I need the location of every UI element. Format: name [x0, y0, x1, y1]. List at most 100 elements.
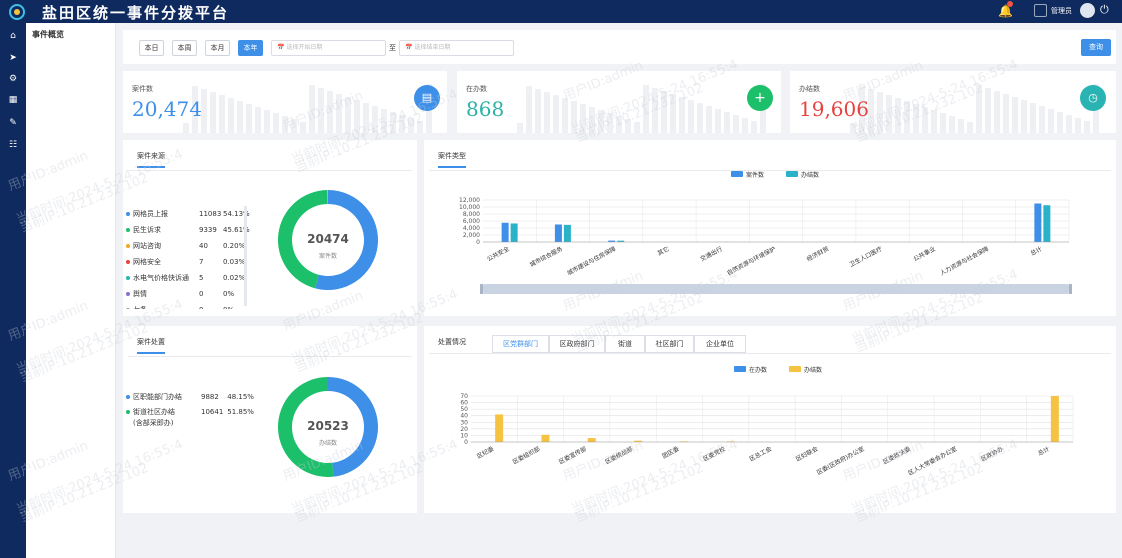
bar: [634, 440, 643, 442]
decor-bar: [246, 104, 252, 133]
divider: [128, 170, 412, 171]
sidebar: 事件概览: [26, 23, 116, 558]
decor-bar: [580, 104, 586, 133]
filter-year-button[interactable]: 本年: [238, 40, 263, 56]
org-chart-icon[interactable]: ☷: [8, 140, 18, 150]
legend-dot: [126, 212, 130, 216]
bar: [1043, 205, 1051, 242]
donut-total: 20523: [307, 419, 349, 433]
donut-slice: [277, 377, 334, 477]
decor-bar: [1039, 106, 1045, 133]
decorative-bars: [517, 84, 766, 133]
bell-icon[interactable]: 🔔: [998, 4, 1013, 18]
x-tick-label: 公共事业: [912, 245, 937, 263]
legend-swatch: [789, 366, 801, 372]
decor-bar: [922, 107, 928, 133]
legend-dot: [126, 308, 130, 309]
decorative-bars: [183, 84, 432, 133]
x-tick-label: 区委统战部: [604, 445, 634, 466]
decor-bar: [553, 95, 559, 133]
x-tick-label: 区委(区政府)办公室: [815, 445, 865, 477]
gear-icon[interactable]: ⚙: [8, 74, 18, 84]
donut-total-label: 办结数: [318, 440, 337, 447]
decor-bar: [390, 112, 396, 133]
decor-bar: [949, 116, 955, 133]
start-date-placeholder: 选择开始日期: [286, 44, 323, 51]
legend-count: 0: [199, 290, 204, 298]
decor-bar: [381, 109, 387, 133]
bar: [1050, 396, 1059, 442]
donut-slice: [327, 190, 328, 205]
decor-bar: [517, 123, 523, 133]
x-tick-label: 总计: [1036, 445, 1050, 458]
tab-type[interactable]: 案件类型: [438, 151, 466, 168]
tab-source[interactable]: 案件来源: [137, 151, 165, 168]
legend-name: 七条: [133, 305, 199, 309]
legend-dot: [126, 292, 130, 296]
calendar-icon[interactable]: ▦: [8, 95, 18, 105]
y-tick-label: 10,000: [459, 204, 480, 211]
user-name[interactable]: 管理员: [1051, 7, 1072, 15]
filter-week-button[interactable]: 本周: [172, 40, 197, 56]
user-card-icon[interactable]: [1034, 4, 1047, 17]
subtab-gov[interactable]: 区政府部门: [549, 335, 605, 353]
filter-today-button[interactable]: 本日: [139, 40, 164, 56]
x-tick-label: 区妇联会: [794, 445, 819, 463]
subtab-community[interactable]: 社区部门: [645, 335, 694, 353]
stat-card-cases: 案件数 20,474 ▤: [123, 71, 447, 133]
avatar[interactable]: [1080, 3, 1095, 18]
power-icon[interactable]: ⏻: [1100, 3, 1109, 16]
decor-bar: [192, 86, 198, 133]
legend-dot: [126, 244, 130, 248]
stat-card-inprogress: 在办数 868 +: [457, 71, 781, 133]
legend-scrollbar[interactable]: [244, 206, 247, 306]
sidebar-item-overview[interactable]: 事件概览: [32, 30, 64, 39]
x-tick-label: 区委宣传部: [557, 445, 587, 466]
home-icon[interactable]: ⌂: [10, 31, 16, 41]
legend-item: 舆情 0 0%: [126, 289, 234, 299]
filter-month-button[interactable]: 本月: [205, 40, 230, 56]
query-button[interactable]: 查询: [1081, 39, 1111, 56]
subtab-party[interactable]: 区党群部门: [492, 335, 549, 353]
tab-status[interactable]: 处置情况: [438, 338, 466, 346]
bar: [608, 240, 616, 242]
start-date-input[interactable]: 📅 选择开始日期: [271, 40, 386, 56]
decor-bar: [1030, 103, 1036, 133]
legend-pct: 0%: [223, 290, 235, 298]
x-tick-label: 区纪委: [475, 445, 495, 461]
decor-bar: [228, 98, 234, 133]
decor-bar: [417, 121, 423, 133]
app-title: 盐田区统一事件分拨平台: [42, 4, 230, 22]
legend-name: 民生诉求: [133, 226, 161, 234]
bar: [617, 240, 625, 242]
decor-bar: [1084, 121, 1090, 133]
stat-label: 案件数: [132, 85, 153, 93]
decor-bar: [1075, 118, 1081, 133]
send-icon[interactable]: ➤: [9, 53, 17, 63]
decor-bar: [679, 97, 685, 133]
date-separator: 至: [389, 44, 396, 52]
decor-bar: [327, 91, 333, 133]
decor-bar: [886, 95, 892, 133]
donut-slice: [328, 377, 378, 477]
subtab-street[interactable]: 街道: [605, 335, 645, 353]
legend-dot: [126, 395, 130, 399]
legend-dot: [126, 410, 130, 414]
edit-icon[interactable]: ✎: [9, 118, 17, 128]
decor-bar: [859, 86, 865, 133]
bar: [541, 434, 550, 442]
decor-bar: [526, 86, 532, 133]
decor-bar: [607, 113, 613, 133]
decor-bar: [697, 103, 703, 133]
x-tick-label: 自然资源与环境保护: [725, 245, 776, 277]
decor-bar: [237, 101, 243, 133]
legend-dot: [126, 228, 130, 232]
subtab-enterprise[interactable]: 企业单位: [694, 335, 746, 353]
legend-name: 水电气价格快诉通: [133, 274, 189, 282]
bar: [563, 224, 571, 242]
end-date-input[interactable]: 📅 选择结束日期: [399, 40, 514, 56]
y-tick-label: 0: [464, 439, 468, 446]
tab-handle[interactable]: 案件处置: [137, 337, 165, 354]
y-tick-label: 0: [476, 239, 480, 246]
